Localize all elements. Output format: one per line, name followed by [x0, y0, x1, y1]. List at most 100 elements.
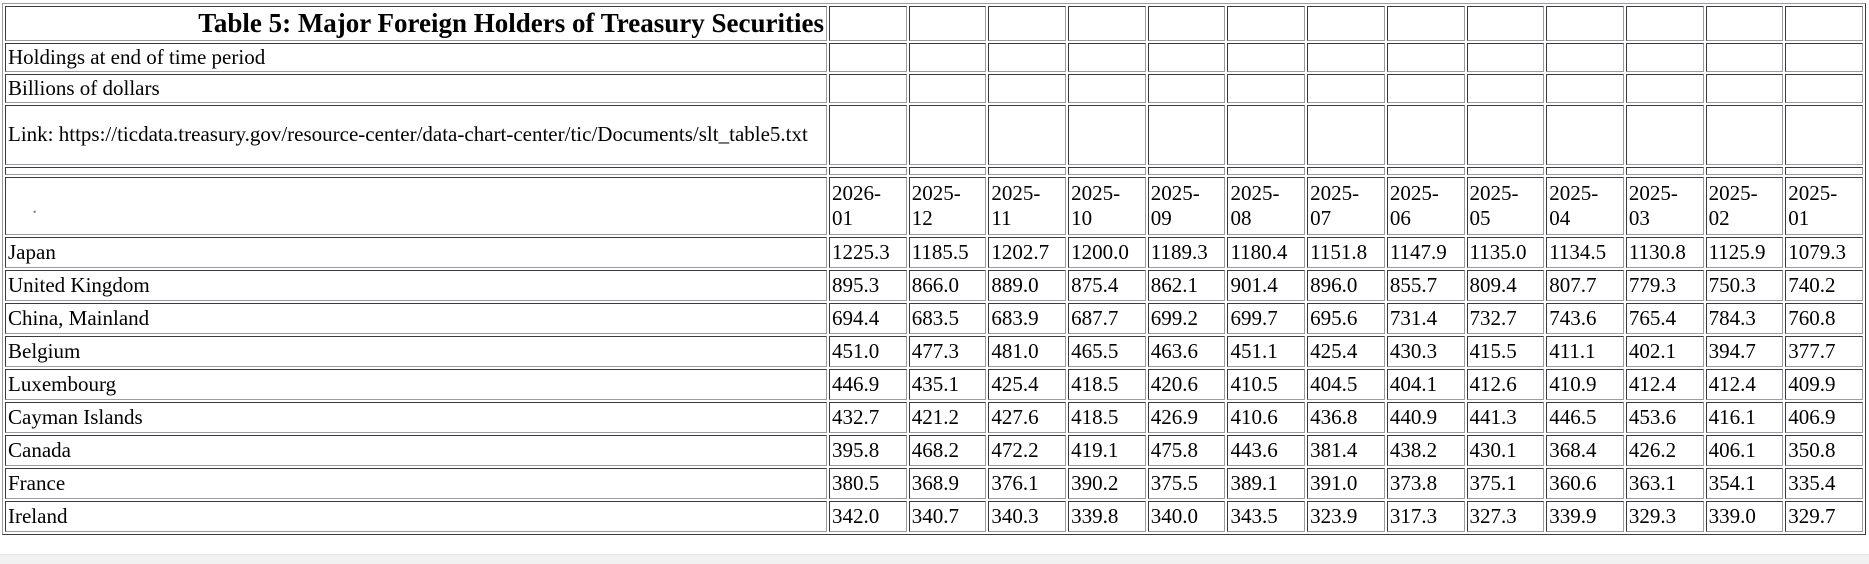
empty-cell: [1147, 43, 1226, 72]
row-label: Cayman Islands: [5, 402, 827, 433]
empty-cell: [1386, 6, 1465, 41]
source-link-row: Link: https://ticdata.treasury.gov/resou…: [5, 105, 1863, 165]
empty-cell: [1227, 105, 1306, 165]
treasury-holders-table: Table 5: Major Foreign Holders of Treasu…: [2, 3, 1866, 535]
data-cell: 426.2: [1625, 435, 1704, 466]
data-cell: 1134.5: [1546, 237, 1624, 268]
empty-cell: [829, 43, 907, 72]
data-cell: 463.6: [1147, 336, 1226, 367]
data-cell: 373.8: [1386, 468, 1465, 499]
column-header: 2025- 05: [1466, 177, 1545, 235]
column-header: 2026- 01: [829, 177, 907, 235]
empty-cell: [908, 74, 987, 103]
empty-cell: [908, 167, 987, 175]
column-header-row: . 2026- 01 2025- 12 2025- 11 2025- 10 20…: [5, 177, 1863, 235]
empty-cell: [1466, 105, 1545, 165]
data-cell: 446.5: [1546, 402, 1624, 433]
data-cell: 896.0: [1307, 270, 1385, 301]
data-cell: 329.7: [1785, 501, 1863, 532]
empty-cell: [1307, 43, 1385, 72]
data-cell: 481.0: [988, 336, 1067, 367]
data-cell: 451.1: [1227, 336, 1306, 367]
empty-cell: [1705, 43, 1784, 72]
spacer-row: [5, 167, 1863, 175]
column-header: 2025- 08: [1227, 177, 1306, 235]
table-row-luxembourg: Luxembourg 446.9 435.1 425.4 418.5 420.6…: [5, 369, 1863, 400]
data-cell: 390.2: [1068, 468, 1146, 499]
data-cell: 363.1: [1625, 468, 1704, 499]
data-cell: 412.4: [1705, 369, 1784, 400]
data-cell: 323.9: [1307, 501, 1385, 532]
empty-cell: [5, 167, 827, 175]
corner-placeholder-dot: .: [32, 193, 38, 218]
data-cell: 340.7: [908, 501, 987, 532]
data-cell: 425.4: [988, 369, 1067, 400]
data-cell: 687.7: [1068, 303, 1146, 334]
empty-cell: [1785, 167, 1863, 175]
table-row-china-mainland: China, Mainland 694.4 683.5 683.9 687.7 …: [5, 303, 1863, 334]
table-row-france: France 380.5 368.9 376.1 390.2 375.5 389…: [5, 468, 1863, 499]
data-cell: 1189.3: [1147, 237, 1226, 268]
data-cell: 375.5: [1147, 468, 1226, 499]
data-cell: 889.0: [988, 270, 1067, 301]
row-label: Luxembourg: [5, 369, 827, 400]
data-cell: 339.9: [1546, 501, 1624, 532]
column-header: 2025- 09: [1147, 177, 1226, 235]
empty-cell: [988, 6, 1067, 41]
data-cell: 784.3: [1705, 303, 1784, 334]
column-header: 2025- 04: [1546, 177, 1624, 235]
row-label: Ireland: [5, 501, 827, 532]
data-cell: 760.8: [1785, 303, 1863, 334]
data-cell: 1151.8: [1307, 237, 1385, 268]
empty-cell: [829, 74, 907, 103]
horizontal-scrollbar[interactable]: [0, 554, 1869, 564]
empty-cell: [1307, 6, 1385, 41]
data-cell: 779.3: [1625, 270, 1704, 301]
subtitle-units: Billions of dollars: [5, 74, 827, 103]
data-cell: 441.3: [1466, 402, 1545, 433]
data-cell: 475.8: [1147, 435, 1226, 466]
data-cell: 402.1: [1625, 336, 1704, 367]
data-cell: 732.7: [1466, 303, 1545, 334]
data-cell: 375.1: [1466, 468, 1545, 499]
data-cell: 395.8: [829, 435, 907, 466]
empty-cell: [908, 6, 987, 41]
data-cell: 1225.3: [829, 237, 907, 268]
data-cell: 329.3: [1625, 501, 1704, 532]
subtitle-holdings: Holdings at end of time period: [5, 43, 827, 72]
empty-cell: [1546, 43, 1624, 72]
corner-cell: .: [5, 177, 827, 235]
data-cell: 342.0: [829, 501, 907, 532]
column-header: 2025- 10: [1068, 177, 1146, 235]
empty-cell: [1068, 6, 1146, 41]
empty-cell: [1227, 167, 1306, 175]
data-cell: 807.7: [1546, 270, 1624, 301]
data-cell: 406.9: [1785, 402, 1863, 433]
data-cell: 477.3: [908, 336, 987, 367]
empty-cell: [1705, 74, 1784, 103]
data-cell: 1200.0: [1068, 237, 1146, 268]
data-cell: 425.4: [1307, 336, 1385, 367]
data-cell: 317.3: [1386, 501, 1465, 532]
data-cell: 435.1: [908, 369, 987, 400]
table-row-belgium: Belgium 451.0 477.3 481.0 465.5 463.6 45…: [5, 336, 1863, 367]
data-cell: 1180.4: [1227, 237, 1306, 268]
data-cell: 446.9: [829, 369, 907, 400]
data-cell: 1125.9: [1705, 237, 1784, 268]
data-cell: 409.9: [1785, 369, 1863, 400]
row-label: France: [5, 468, 827, 499]
table-row-ireland: Ireland 342.0 340.7 340.3 339.8 340.0 34…: [5, 501, 1863, 532]
data-cell: 436.8: [1307, 402, 1385, 433]
empty-cell: [1466, 74, 1545, 103]
data-cell: 699.2: [1147, 303, 1226, 334]
data-cell: 1202.7: [988, 237, 1067, 268]
empty-cell: [1705, 6, 1784, 41]
data-cell: 440.9: [1386, 402, 1465, 433]
data-cell: 866.0: [908, 270, 987, 301]
data-cell: 404.5: [1307, 369, 1385, 400]
empty-cell: [829, 167, 907, 175]
empty-cell: [1546, 6, 1624, 41]
empty-cell: [1546, 167, 1624, 175]
empty-cell: [1386, 43, 1465, 72]
table-row-canada: Canada 395.8 468.2 472.2 419.1 475.8 443…: [5, 435, 1863, 466]
